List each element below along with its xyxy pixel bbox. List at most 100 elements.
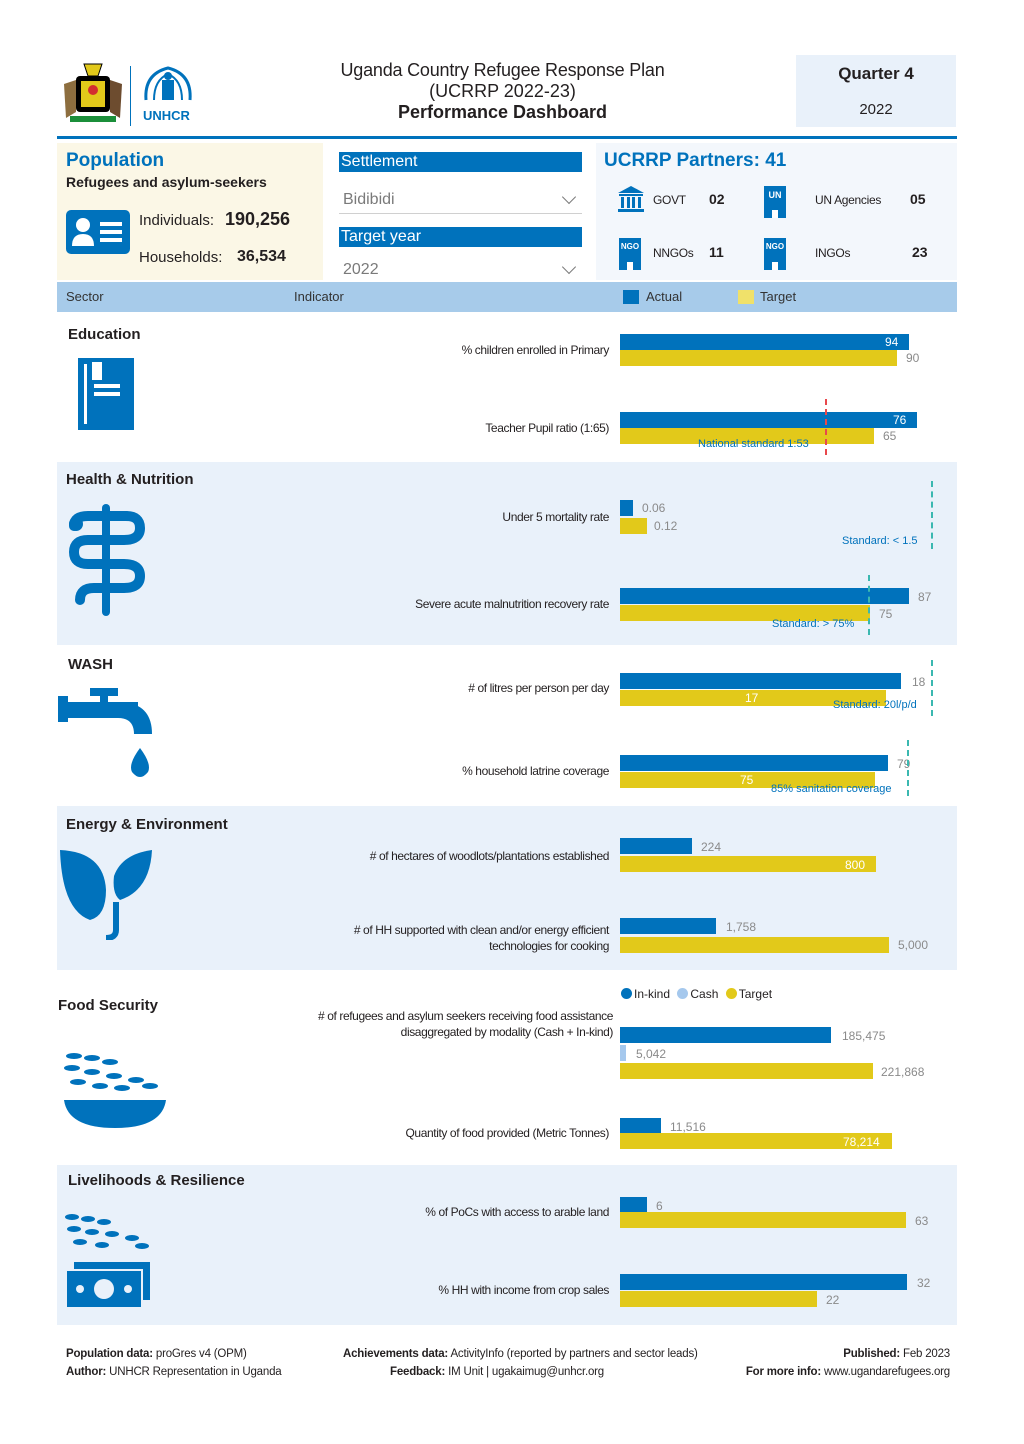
government-building-icon: [616, 184, 646, 214]
legend-actual-swatch: [623, 290, 639, 304]
livelihoods-ind2-actual-value: 32: [917, 1276, 931, 1290]
livelihoods-ind2-actual-bar: [620, 1274, 907, 1290]
education-ind2-actual-value: 76: [893, 413, 907, 427]
legend-target-label: Target: [760, 289, 797, 304]
education-ind2-target-value: 65: [883, 429, 897, 443]
education-ind1-actual-value: 94: [885, 335, 899, 349]
individuals-label: Individuals:: [139, 212, 215, 229]
footer-more-info: For more info: www.ugandarefugees.org: [746, 1366, 950, 1378]
target-year-select-value: 2022: [343, 261, 379, 278]
footer-more-link[interactable]: www.ugandarefugees.org: [823, 1366, 950, 1378]
footer-feedback-email[interactable]: IM Unit | ugakaimug@unhcr.org: [448, 1366, 604, 1378]
health-ind2-standard-label: Standard: > 75%: [772, 618, 855, 630]
population-subtitle: Refugees and asylum-seekers: [66, 174, 267, 190]
wash-indicator-1: # of litres per person per day: [468, 681, 609, 695]
legend-target-swatch: [738, 290, 754, 304]
food-indicator-2: Quantity of food provided (Metric Tonnes…: [405, 1126, 610, 1140]
wash-indicator-2: % household latrine coverage: [462, 764, 609, 778]
unhcr-logo-text: UNHCR: [143, 108, 190, 123]
wash-title: WASH: [68, 656, 113, 673]
health-ind2-target-value: 75: [879, 607, 893, 621]
energy-ind2-target-bar: [620, 937, 889, 953]
food-ind2-actual-value: 11,516: [670, 1120, 706, 1134]
livelihoods-band: [57, 1165, 957, 1325]
nngo-icon-text: NGO: [620, 242, 640, 251]
logo-divider: [130, 66, 131, 126]
quarter-box: Quarter 4 2022: [796, 55, 956, 127]
health-ind1-standard-label: Standard: < 1.5: [842, 535, 918, 547]
un-icon-text: UN: [768, 190, 782, 200]
page-title-line1: Uganda Country Refugee Response Plan: [340, 60, 665, 80]
food-ind1-cash-bar: [620, 1045, 626, 1061]
health-ind1-actual-bar: [620, 500, 633, 516]
ingo-icon-text: NGO: [765, 242, 785, 251]
nngos-label: NNGOs: [653, 246, 694, 260]
livelihoods-indicator-2: % HH with income from crop sales: [438, 1283, 609, 1297]
energy-ind1-target-value: 800: [845, 858, 866, 872]
footer-ach-value: ActivityInfo (reported by partners and s…: [450, 1348, 698, 1360]
header-rule: [57, 136, 957, 139]
wash-ind1-target-bar: [620, 690, 886, 706]
target-year-select[interactable]: 2022: [339, 256, 582, 284]
indicator-column-header: Indicator: [294, 289, 344, 304]
livelihoods-ind1-actual-value: 6: [656, 1199, 663, 1213]
caduceus-icon: [66, 504, 146, 616]
legend-cash-label: Cash: [690, 987, 719, 1001]
wash-ind2-target-value: 75: [740, 773, 754, 787]
wash-ind1-standard-label: Standard: 20l/p/d: [833, 699, 917, 711]
legend-cash-dot: [677, 988, 689, 999]
nngos-value: 11: [709, 244, 724, 260]
food-title: Food Security: [58, 997, 159, 1014]
individuals-value: 190,256: [225, 209, 291, 229]
health-indicator-2: Severe acute malnutrition recovery rate: [415, 597, 609, 611]
education-indicator-1: % children enrolled in Primary: [461, 343, 610, 357]
settlement-select[interactable]: Bidibidi: [339, 186, 582, 214]
footer-ach-label: Achievements data:: [343, 1348, 449, 1360]
legend-actual-label: Actual: [646, 289, 683, 304]
food-indicator-1-line1: # of refugees and asylum seekers receivi…: [318, 1009, 613, 1023]
energy-indicator-1: # of hectares of woodlots/plantations es…: [369, 849, 610, 863]
education-indicator-2: Teacher Pupil ratio (1:65): [485, 421, 609, 435]
footer-pop-value: proGres v4 (OPM): [155, 1348, 247, 1360]
population-title: Population: [66, 150, 165, 171]
footer-achievements-source: Achievements data: ActivityInfo (reporte…: [343, 1348, 698, 1360]
partners-total: 41: [765, 150, 787, 171]
energy-indicator-2-line2: technologies for cooking: [489, 939, 609, 953]
un-agency-building-icon: UN: [762, 184, 788, 218]
page-title-line3: Performance Dashboard: [397, 102, 608, 122]
footer-population-source: Population data: proGres v4 (OPM): [66, 1348, 247, 1360]
wash-ind2-target-bar: [620, 772, 875, 788]
ingos-label: INGOs: [815, 246, 851, 260]
energy-indicator-2-line1: # of HH supported with clean and/or ener…: [353, 923, 610, 937]
wash-ind1-target-value: 17: [745, 691, 759, 705]
livelihoods-ind1-actual-bar: [620, 1197, 647, 1213]
energy-ind2-actual-value: 1,758: [726, 920, 757, 934]
livelihoods-ind1-target-bar: [620, 1212, 906, 1228]
livelihoods-indicator-1: % of PoCs with access to arable land: [425, 1205, 609, 1219]
food-legend: In-kind Cash Target: [621, 987, 772, 1001]
food-ind1-cash-value: 5,042: [636, 1047, 667, 1061]
footer-author-value: UNHCR Representation in Uganda: [109, 1366, 282, 1378]
food-ind2-target-bar: [620, 1133, 892, 1149]
health-ind1-target-bar: [620, 518, 647, 534]
energy-ind2-actual-bar: [620, 918, 716, 934]
plant-icon: [60, 850, 152, 941]
sector-column-header: Sector: [66, 289, 104, 304]
energy-title: Energy & Environment: [66, 816, 228, 833]
legend-inkind-label: In-kind: [634, 987, 671, 1001]
nngo-building-icon: NGO: [617, 236, 643, 270]
footer-author-label: Author:: [66, 1366, 107, 1378]
education-ind1-target-value: 90: [906, 351, 920, 365]
chevron-down-icon: [561, 259, 577, 275]
book-icon: [78, 358, 134, 430]
livelihoods-ind2-target-bar: [620, 1291, 817, 1307]
target-year-filter-label: Target year: [339, 227, 582, 247]
national-standard-line: [825, 399, 827, 455]
households-label: Households:: [139, 249, 223, 266]
partners-title: UCRRP Partners: 41: [604, 150, 786, 172]
ingos-value: 23: [912, 244, 928, 260]
education-title: Education: [68, 326, 141, 343]
food-ind1-target-bar: [620, 1063, 873, 1079]
education-ind2-standard-label: National standard 1:53: [698, 438, 809, 450]
govt-value: 02: [709, 191, 725, 207]
